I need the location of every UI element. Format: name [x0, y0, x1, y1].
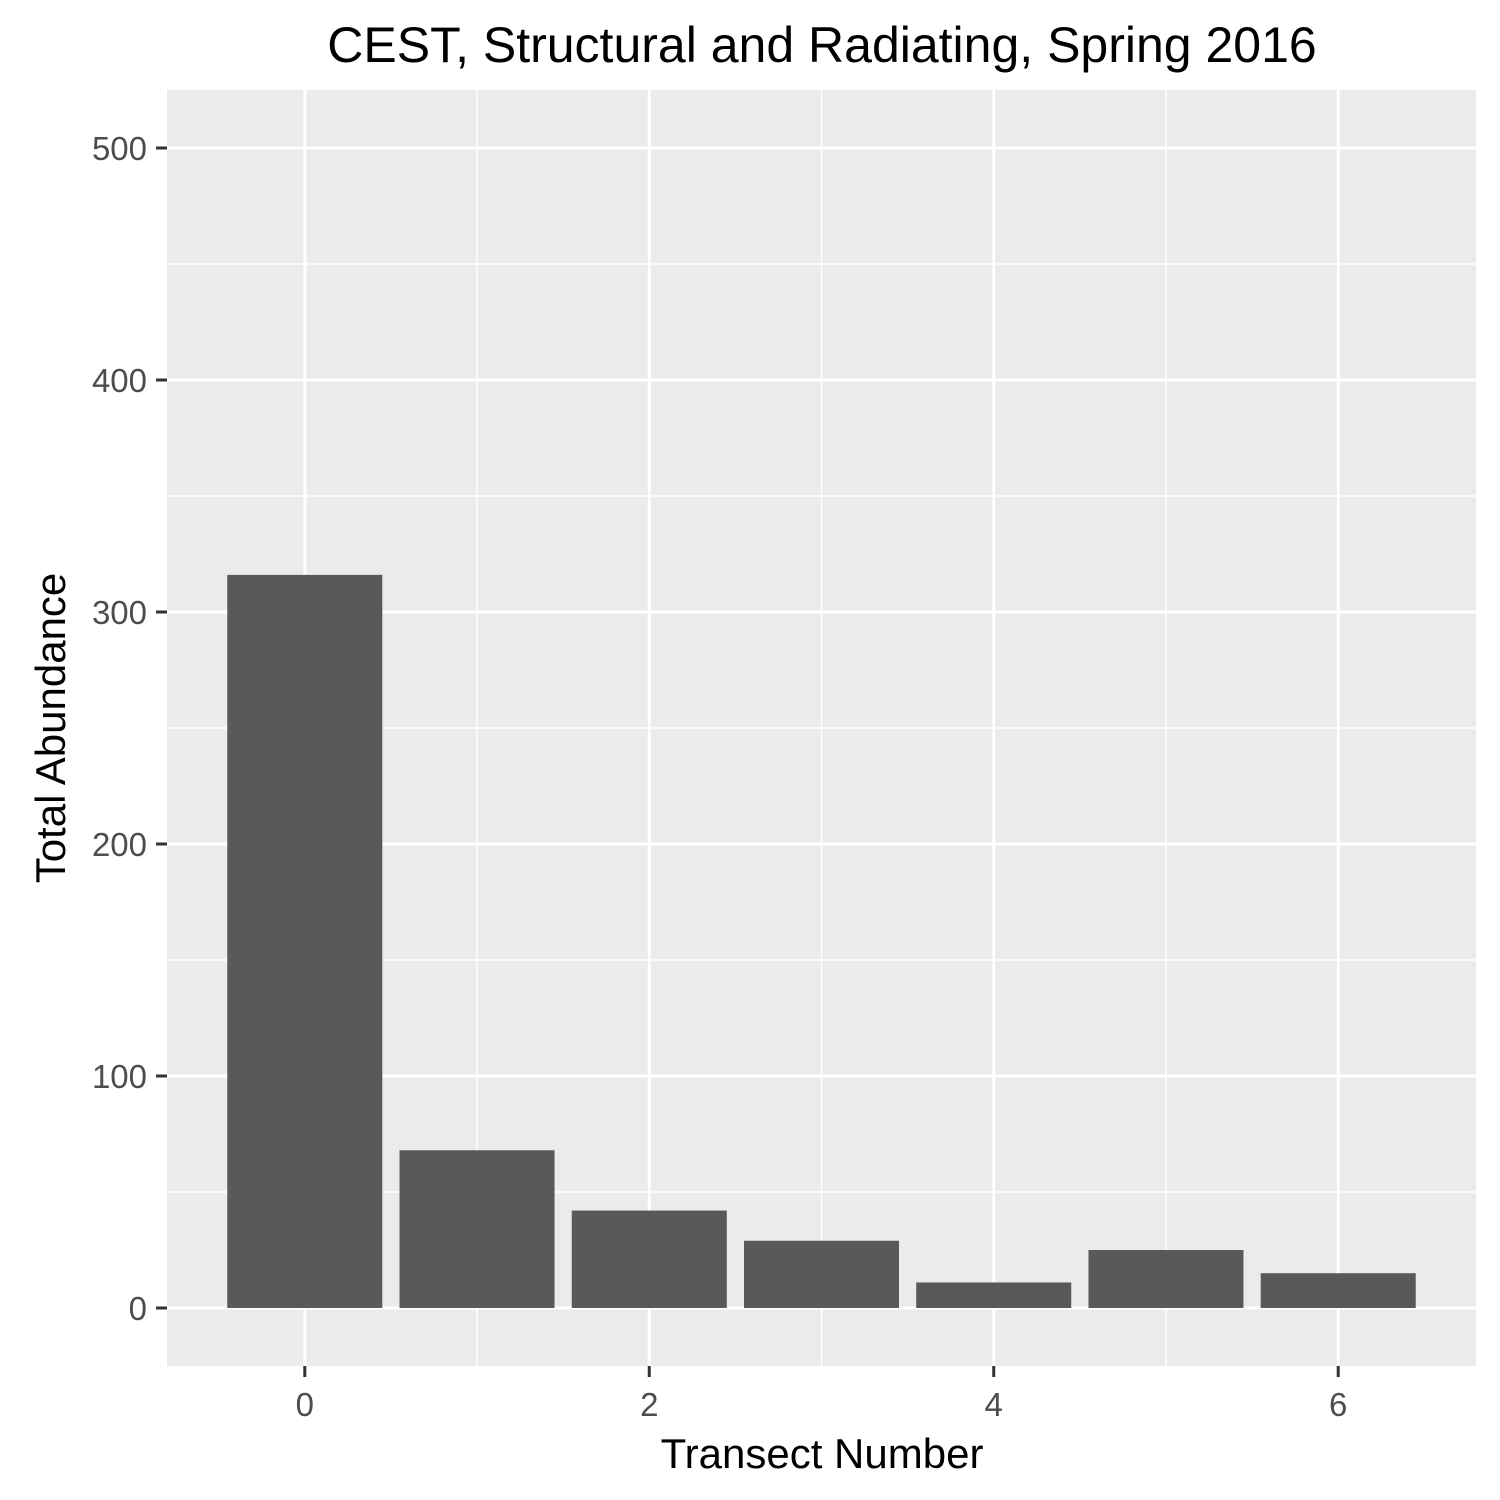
x-tick-label: 2: [640, 1386, 658, 1423]
bar-transect-3: [744, 1241, 899, 1308]
x-tick-label: 0: [296, 1386, 314, 1423]
bar-transect-1: [400, 1150, 555, 1308]
bar-transect-2: [572, 1211, 727, 1308]
y-tick-label: 300: [92, 594, 147, 631]
bar-transect-4: [916, 1282, 1071, 1308]
x-tick-label: 4: [985, 1386, 1003, 1423]
y-tick-label: 0: [129, 1290, 147, 1327]
y-tick-label: 200: [92, 826, 147, 863]
bar-transect-6: [1261, 1273, 1416, 1308]
chart-title: CEST, Structural and Radiating, Spring 2…: [327, 17, 1316, 73]
bar-transect-5: [1088, 1250, 1243, 1308]
y-axis: 0 100 200 300 400 500: [92, 130, 167, 1327]
y-tick-label: 100: [92, 1058, 147, 1095]
y-axis-title: Total Abundance: [27, 573, 74, 884]
bar-transect-0: [227, 575, 382, 1308]
x-axis: 0 2 4 6: [296, 1366, 1348, 1423]
x-axis-title: Transect Number: [661, 1430, 984, 1477]
y-tick-label: 500: [92, 130, 147, 167]
y-tick-label: 400: [92, 362, 147, 399]
x-tick-label: 6: [1329, 1386, 1347, 1423]
